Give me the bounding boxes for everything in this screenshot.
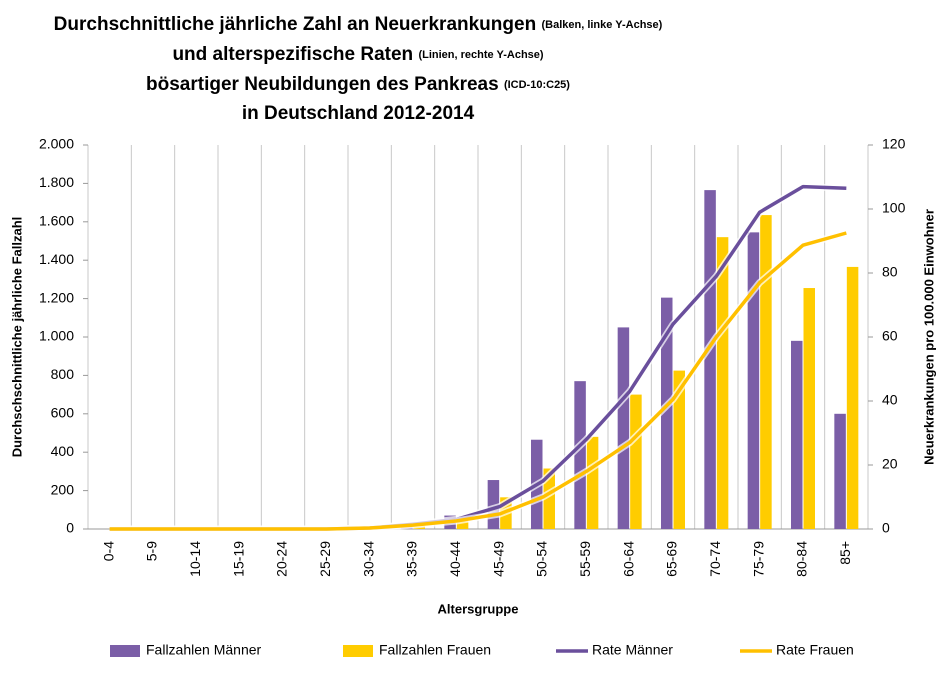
bar [704, 190, 716, 529]
y2-tick-label: 80 [882, 264, 898, 280]
y-tick-label: 1.000 [39, 328, 74, 344]
title-main: bösartiger Neubildungen des Pankreas [146, 74, 499, 95]
y2-axis-title: Neuerkrankungen pro 100.000 Einwohner [921, 209, 936, 465]
chart-title-line: in Deutschland 2012-2014 [242, 103, 475, 124]
title-main: und alterspezifische Raten [172, 44, 413, 65]
x-tick-label: 35-39 [404, 541, 420, 577]
bar [716, 237, 729, 529]
line [109, 231, 847, 531]
y-tick-label: 0 [66, 520, 74, 536]
bar [661, 297, 673, 529]
x-tick-label: 25-29 [317, 541, 333, 577]
x-axis-title: Altersgruppe [438, 601, 519, 616]
x-tick-label: 60-64 [620, 541, 636, 577]
bar [803, 288, 815, 529]
bar [630, 394, 642, 529]
x-tick-label: 55-59 [577, 541, 593, 577]
y-tick-label: 200 [51, 481, 75, 497]
x-tick-label: 70-74 [707, 541, 723, 577]
chart-title-line: und alterspezifische Raten (Linien, rech… [172, 44, 543, 65]
bar [487, 480, 500, 529]
bar [617, 327, 630, 529]
y-tick-label: 1.400 [39, 251, 74, 267]
bar [760, 215, 772, 529]
y-axis-title: Durchschschnittliche jährliche Fallzahl [9, 217, 24, 458]
bar [586, 436, 599, 529]
y2-tick-label: 20 [882, 456, 898, 472]
x-tick-label: 10-14 [187, 541, 203, 577]
title-note: (Balken, linke Y-Achse) [541, 19, 662, 31]
bar [673, 370, 685, 529]
x-tick-label: 5-9 [144, 541, 160, 561]
legend-label: Fallzahlen Männer [146, 642, 262, 658]
legend-label: Fallzahlen Frauen [379, 642, 491, 658]
x-tick-label: 75-79 [750, 541, 766, 577]
y-tick-label: 400 [51, 443, 75, 459]
x-tick-label: 0-4 [100, 541, 116, 561]
bar [574, 381, 586, 529]
x-tick-label: 45-49 [490, 541, 506, 577]
y2-tick-label: 60 [882, 328, 898, 344]
y-tick-label: 600 [51, 405, 75, 421]
x-tick-label: 85+ [837, 541, 853, 565]
x-tick-label: 65-69 [664, 541, 680, 577]
x-tick-label: 80-84 [794, 541, 810, 577]
bar [456, 521, 469, 529]
y2-tick-label: 40 [882, 392, 898, 408]
bar [747, 232, 760, 530]
y-tick-label: 800 [51, 366, 75, 382]
bar [834, 413, 846, 529]
x-tick-label: 40-44 [447, 541, 463, 577]
y-tick-label: 1.200 [39, 289, 74, 305]
title-main: Durchschnittliche jährliche Zahl an Neue… [54, 14, 537, 35]
bar [846, 266, 859, 529]
legend-swatch [110, 645, 140, 657]
y2-tick-label: 0 [882, 520, 890, 536]
title-note: (ICD-10:C25) [504, 79, 570, 91]
y2-tick-label: 120 [882, 136, 906, 152]
x-tick-label: 50-54 [534, 541, 550, 577]
y-tick-label: 2.000 [39, 136, 74, 152]
y-tick-label: 1.800 [39, 174, 74, 190]
x-tick-label: 30-34 [360, 541, 376, 577]
legend-swatch [343, 645, 373, 657]
bar [791, 340, 803, 529]
chart-title-line: bösartiger Neubildungen des Pankreas (IC… [146, 74, 570, 95]
x-tick-label: 20-24 [274, 541, 290, 577]
y-tick-label: 1.600 [39, 213, 74, 229]
y2-tick-label: 100 [882, 200, 906, 216]
legend-label: Rate Männer [592, 642, 673, 658]
bar [543, 468, 555, 529]
x-tick-label: 15-19 [230, 541, 246, 577]
chart-title-line: Durchschnittliche jährliche Zahl an Neue… [54, 14, 663, 35]
legend-label: Rate Frauen [776, 642, 854, 658]
title-note: (Linien, rechte Y-Achse) [418, 49, 543, 61]
